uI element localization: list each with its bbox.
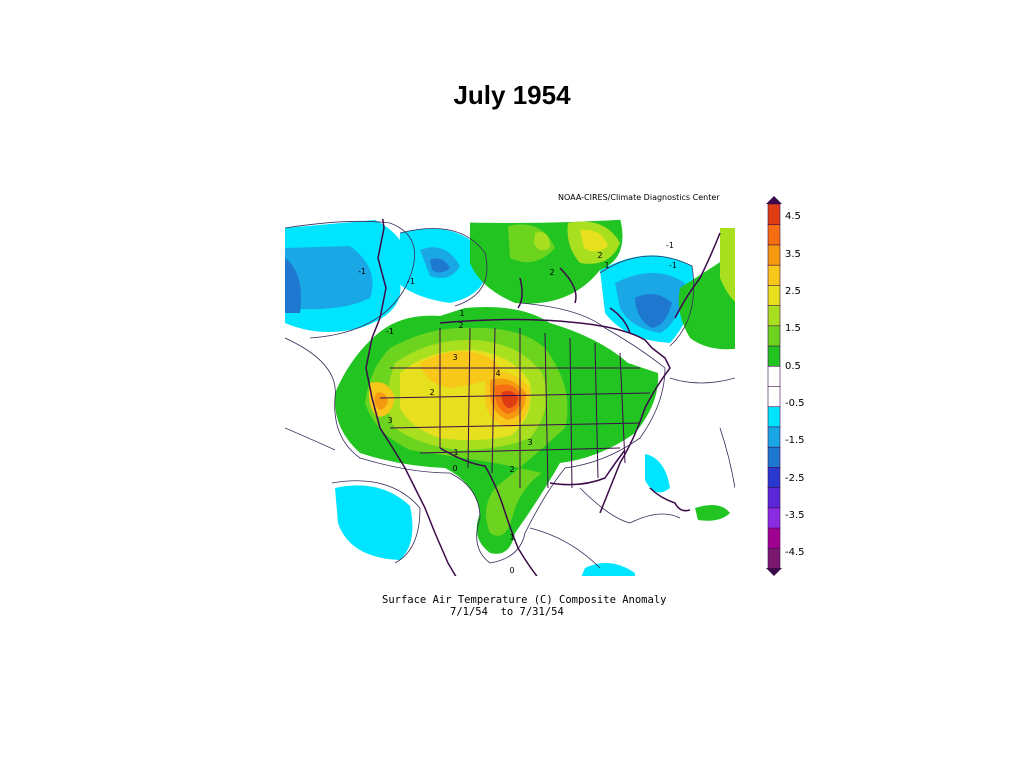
- colorbar-cell: [767, 304, 781, 327]
- contour-label: -1: [669, 261, 677, 270]
- contour-label: 3: [452, 353, 457, 362]
- colorbar-label: -2.5: [785, 473, 805, 484]
- contour-label: 0: [509, 566, 514, 575]
- colorbar-cell: [767, 446, 781, 468]
- cold-anomaly-pacific-south: [335, 485, 413, 560]
- contour-label: 2: [597, 251, 602, 260]
- colorbar-label: -1.5: [785, 435, 805, 446]
- colorbar-label: 0.5: [785, 361, 801, 372]
- contour-label: 3: [527, 438, 532, 447]
- slide-title: July 1954: [453, 80, 571, 110]
- colorbar-cell: [767, 466, 781, 488]
- colorbar-cell: [767, 527, 781, 549]
- colorbar-cell: [767, 547, 781, 569]
- contour-label: 3: [387, 416, 392, 425]
- colorbar-cell: [767, 405, 781, 428]
- colorbar-cell: [767, 203, 781, 226]
- contour-label: 1: [509, 533, 514, 542]
- colorbar-label: 3.5: [785, 249, 801, 260]
- colorbar-cell: [767, 345, 781, 367]
- contour-label: 1: [604, 261, 609, 270]
- map-credit: NOAA-CIRES/Climate Diagnostics Center: [558, 193, 720, 202]
- colorbar-label: 4.5: [785, 211, 801, 222]
- colorbar-label: 2.5: [785, 286, 801, 297]
- contour-label: 2: [429, 388, 434, 397]
- colorbar-label: -4.5: [785, 547, 805, 558]
- colorbar: [766, 196, 782, 576]
- contour-label: -1: [407, 277, 415, 286]
- map-caption-title: Surface Air Temperature (C) Composite An…: [382, 594, 667, 606]
- colorbar-cell: [767, 325, 781, 347]
- temperature-anomaly-map: -1 -1 -1 -1 1 2 3 4 2 3 3 1 0 2 1 0 2 2 …: [285, 210, 735, 576]
- colorbar-cell: [767, 365, 781, 387]
- colorbar-cell: [767, 486, 781, 509]
- contour-label: 2: [458, 321, 463, 330]
- contour-label: 1: [459, 309, 464, 318]
- map-caption-dates: 7/1/54 to 7/31/54: [450, 606, 564, 618]
- colorbar-label: -3.5: [785, 510, 805, 521]
- contour-label: 2: [509, 465, 514, 474]
- colorbar-cell: [767, 264, 781, 286]
- colorbar-cell: [767, 426, 781, 448]
- contour-label: -1: [386, 327, 394, 336]
- colorbar-cell: [767, 507, 781, 529]
- contour-label: 4: [495, 369, 500, 378]
- contour-label: 1: [453, 448, 458, 457]
- contour-label: 2: [549, 268, 554, 277]
- colorbar-cell: [767, 385, 781, 408]
- contour-label: -1: [666, 241, 674, 250]
- colorbar-cell: [767, 284, 781, 306]
- colorbar-label: -0.5: [785, 398, 805, 409]
- colorbar-label: 1.5: [785, 323, 801, 334]
- colorbar-cell: [767, 223, 781, 246]
- contour-label: -1: [358, 267, 366, 276]
- contour-label: 0: [452, 464, 457, 473]
- colorbar-cell: [767, 244, 781, 266]
